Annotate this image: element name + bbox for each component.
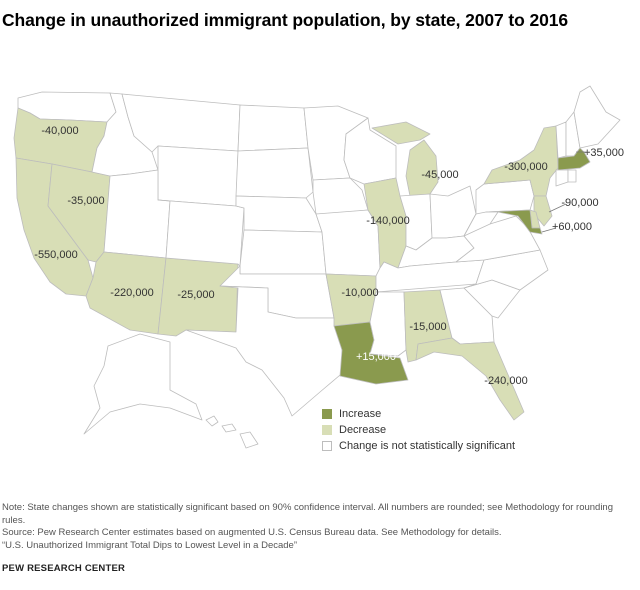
- state-ri: [567, 169, 577, 183]
- value-label-md: +60,000: [552, 221, 592, 233]
- value-label-az: -220,000: [110, 287, 153, 299]
- legend-swatch-decrease: [322, 425, 332, 435]
- value-label-il: -140,000: [366, 215, 409, 227]
- state-co: [157, 199, 245, 267]
- value-label-ca: -550,000: [34, 249, 77, 261]
- legend-label-increase: Increase: [339, 408, 382, 420]
- state-md: [485, 209, 543, 235]
- publisher-footer: PEW RESEARCH CENTER: [2, 563, 126, 574]
- state-ct: [555, 169, 569, 187]
- note-text: Note: State changes shown are statistica…: [2, 502, 614, 526]
- value-label-ny: -300,000: [504, 161, 547, 173]
- state-ia: [312, 177, 369, 215]
- state-ne: [235, 195, 323, 233]
- value-label-ar: -10,000: [341, 287, 378, 299]
- legend-label-not-significant: Change is not statistically significant: [339, 440, 516, 452]
- state-me: [573, 85, 621, 149]
- value-label-nj: -90,000: [561, 197, 598, 209]
- state-vt: [555, 121, 567, 159]
- state-nd: [237, 104, 309, 152]
- legend-item-decrease: Decrease: [322, 422, 515, 438]
- value-label-fl: -240,000: [484, 375, 527, 387]
- state-pa: [475, 179, 535, 215]
- value-label-nm: -25,000: [177, 289, 214, 301]
- value-label-al: -15,000: [409, 321, 446, 333]
- state-sd: [235, 147, 314, 199]
- state-mi: [371, 121, 439, 197]
- legend-item-increase: Increase: [322, 406, 515, 422]
- report-title: “U.S. Unauthorized Immigrant Total Dips …: [2, 539, 297, 551]
- notes-block: Note: State changes shown are statistica…: [2, 502, 632, 552]
- source-text: Source: Pew Research Center estimates ba…: [2, 527, 502, 538]
- legend-label-decrease: Decrease: [339, 424, 387, 436]
- state-fl: [415, 337, 525, 421]
- legend-swatch-not-significant: [322, 441, 332, 451]
- value-label-or: -40,000: [41, 125, 78, 137]
- map-title: Change in unauthorized immigrant populat…: [2, 10, 569, 30]
- state-tx: [185, 285, 347, 417]
- us-state-map: -40,000 -35,000 -550,000 -220,000 -25,000 -14…: [13, 85, 624, 449]
- value-label-nv: -35,000: [67, 195, 104, 207]
- state-wy: [157, 145, 239, 207]
- state-tn: [375, 259, 485, 293]
- state-hi: [205, 415, 259, 449]
- map-legend: Increase Decrease Change is not statisti…: [322, 406, 515, 454]
- value-label-la: +15,000: [356, 351, 396, 363]
- state-ks: [239, 229, 327, 275]
- value-label-mi: -45,000: [421, 169, 458, 181]
- state-ak: [83, 333, 203, 435]
- legend-item-not-significant: Change is not statistically significant: [322, 438, 515, 454]
- legend-swatch-increase: [322, 409, 332, 419]
- value-label-ma: +35,000: [584, 147, 624, 159]
- leader-line: [548, 203, 567, 213]
- state-ms: [369, 291, 407, 357]
- leader-line: [541, 227, 557, 233]
